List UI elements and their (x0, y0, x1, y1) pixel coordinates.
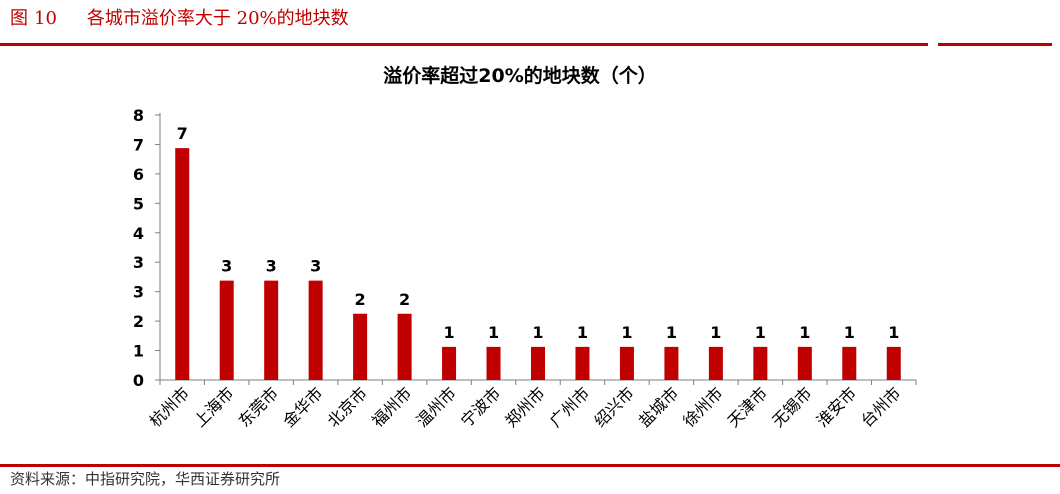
bar-4 (353, 313, 368, 380)
chart-title: 溢价率超过20%的地块数（个） (383, 64, 656, 87)
data-label: 7 (177, 124, 188, 143)
x-tick-label: 淮安市 (813, 383, 860, 430)
data-label: 1 (888, 323, 899, 342)
bar-7 (486, 346, 501, 380)
figure-title: 各城市溢价率大于 20%的地块数 (86, 8, 349, 29)
bar-11 (664, 346, 679, 380)
x-tick-label: 盐城市 (635, 383, 682, 430)
y-tick-label: 3 (133, 253, 144, 272)
bar-10 (619, 346, 634, 380)
bar-14 (797, 346, 812, 380)
data-label: 2 (355, 290, 366, 309)
header-rule-right (938, 43, 1052, 46)
header-rule-left (0, 43, 928, 46)
source-note: 资料来源：中指研究院，华西证券研究所 (10, 470, 281, 488)
y-tick-label: 8 (133, 106, 144, 125)
y-tick-label: 7 (133, 135, 144, 154)
bar-15 (842, 346, 857, 380)
x-tick-label: 台州市 (857, 383, 904, 430)
x-tick-label: 金华市 (279, 383, 326, 430)
data-label: 1 (488, 323, 499, 342)
data-label: 3 (266, 257, 277, 276)
bar-5 (397, 313, 412, 380)
bar-2 (264, 280, 279, 380)
x-tick-label: 无锡市 (768, 383, 815, 430)
bar-13 (753, 346, 768, 380)
y-tick-label: 2 (133, 312, 144, 331)
data-label: 3 (310, 257, 321, 276)
bar-8 (531, 346, 545, 380)
x-tick-label: 徐州市 (679, 383, 726, 430)
x-tick-label: 广州市 (546, 383, 593, 430)
bar-16 (886, 346, 901, 380)
data-label: 1 (666, 323, 677, 342)
chart-bars: 7 杭州市 3 上海市 3 东莞市 3 金华市 2 北京市 2 福州市 1 温州市 1 宁波市 1 郑州市 1 广州市… (146, 124, 905, 431)
data-label: 1 (577, 323, 588, 342)
data-label: 1 (443, 323, 454, 342)
x-tick-label: 东莞市 (235, 383, 282, 430)
x-tick-label: 上海市 (190, 383, 237, 430)
data-label: 2 (399, 290, 410, 309)
y-tick-label: 3 (133, 283, 144, 302)
bar-9 (575, 346, 590, 380)
x-tick-label: 北京市 (324, 383, 371, 430)
figure-label: 图 (10, 8, 28, 29)
figure-caption: 图 10 各城市溢价率大于 20%的地块数 (10, 4, 349, 30)
data-label: 1 (844, 323, 855, 342)
bar-1 (219, 280, 234, 380)
data-label: 1 (799, 323, 810, 342)
footer-rule (0, 464, 1060, 467)
y-tick-label: 6 (133, 165, 144, 184)
x-tick-label: 宁波市 (457, 383, 504, 430)
bar-6 (442, 346, 457, 380)
x-tick-label: 绍兴市 (590, 383, 637, 430)
bar-3 (308, 280, 323, 380)
chart-axes: 0 1 2 3 3 4 5 6 7 8 (133, 106, 917, 390)
bar-0 (175, 148, 190, 380)
y-tick-label: 5 (133, 194, 144, 213)
data-label: 1 (710, 323, 721, 342)
y-tick-label: 0 (133, 371, 144, 390)
x-tick-label: 郑州市 (501, 383, 548, 430)
y-tick-label: 1 (133, 342, 144, 361)
data-label: 3 (221, 257, 232, 276)
x-tick-label: 温州市 (413, 383, 460, 430)
figure-number: 10 (34, 8, 57, 29)
data-label: 1 (755, 323, 766, 342)
bar-chart: 溢价率超过20%的地块数（个） 0 1 2 3 3 4 5 6 7 8 7 杭州市 3 上海市 3 东莞市 3… (133, 64, 917, 431)
data-label: 1 (532, 323, 543, 342)
bar-12 (708, 346, 723, 380)
data-label: 1 (621, 323, 632, 342)
x-tick-label: 天津市 (724, 383, 771, 430)
x-tick-label: 杭州市 (146, 383, 193, 430)
x-tick-label: 福州市 (368, 383, 415, 430)
y-tick-label: 4 (133, 224, 144, 243)
